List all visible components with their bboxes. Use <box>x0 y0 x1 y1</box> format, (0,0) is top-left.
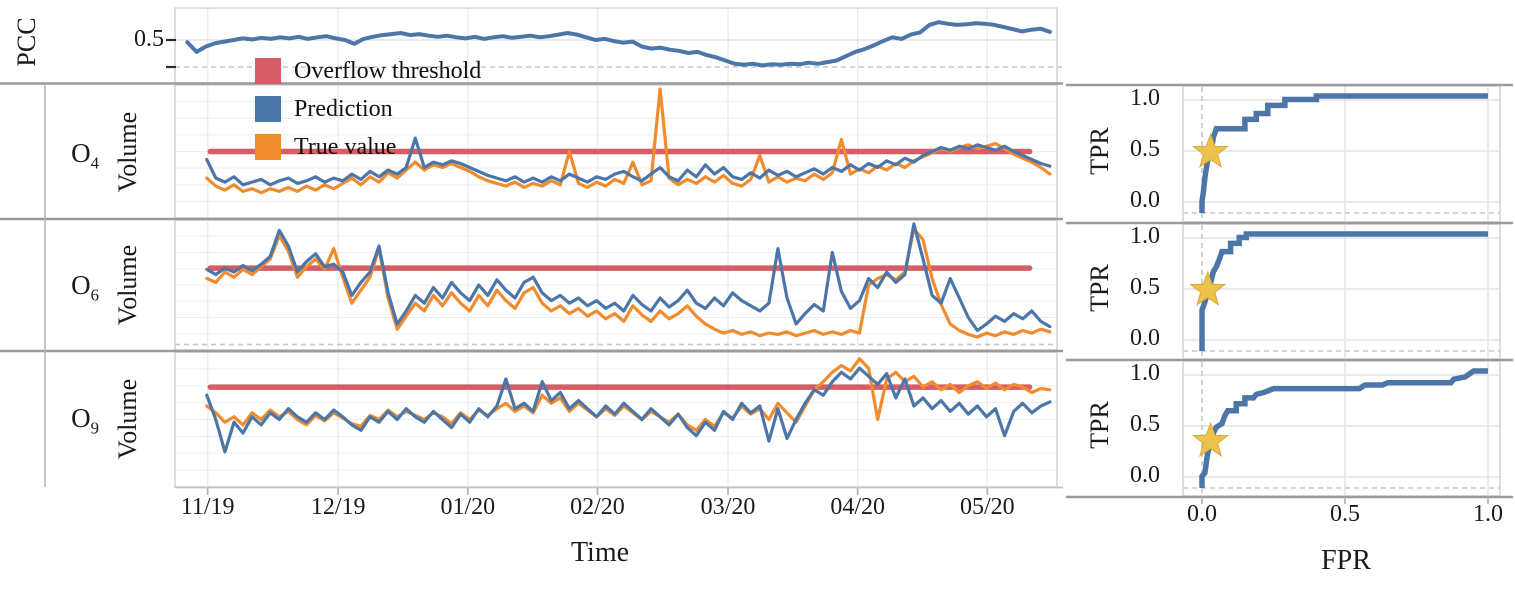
time-axis-title: Time <box>570 537 630 568</box>
pcc-tick-label-05: 0.5 <box>134 26 164 52</box>
site-label-o6: O6 <box>71 270 99 305</box>
time-tick-label-05-20: 05/20 <box>959 494 1015 520</box>
legend-item-true-value: True value <box>255 133 396 161</box>
time-tick-label-04-20: 04/20 <box>830 494 885 520</box>
prediction-swatch-icon <box>255 96 281 122</box>
fpr-tick-label-0.0: 0.0 <box>1187 501 1217 527</box>
legend-label: True value <box>294 133 397 160</box>
fpr-tick-label-1.0: 1.0 <box>1473 501 1503 527</box>
pcc-axis-label: PCC <box>12 17 41 67</box>
fpr-tick-label-0.5: 0.5 <box>1330 501 1360 527</box>
volume-axis-label-o4: Volume <box>113 111 142 193</box>
tpr-tick-label-roc3-0.0: 0.0 <box>1130 462 1160 488</box>
volume-axis-label-o6: Volume <box>113 244 142 326</box>
legend-item-overflow-threshold: Overflow threshold <box>255 57 481 85</box>
tpr-tick-label-roc3-1.0: 1.0 <box>1130 360 1160 386</box>
tpr-tick-label-roc1-0.5: 0.5 <box>1130 136 1160 162</box>
legend-label: Prediction <box>294 95 393 122</box>
tpr-tick-label-roc3-0.5: 0.5 <box>1130 411 1160 437</box>
volume-axis-label-o9: Volume <box>113 378 142 460</box>
tpr-tick-label-roc2-0.0: 0.0 <box>1130 325 1160 351</box>
site-label-o4: O4 <box>71 138 99 173</box>
time-tick-label-01-20: 01/20 <box>440 494 496 520</box>
time-tick-label-12-19: 12/19 <box>310 494 366 520</box>
legend-label: Overflow threshold <box>294 57 482 84</box>
legend-item-prediction: Prediction <box>255 95 393 123</box>
time-tick-label-02-20: 02/20 <box>570 494 625 520</box>
true-value-swatch-icon <box>255 134 281 160</box>
tpr-tick-label-roc2-0.5: 0.5 <box>1130 274 1160 300</box>
site-label-o9: O9 <box>71 403 99 438</box>
tpr-tick-label-roc1-1.0: 1.0 <box>1130 85 1160 111</box>
time-tick-label-11-19: 11/19 <box>180 494 235 520</box>
fpr-axis-title: FPR <box>1321 545 1371 576</box>
threshold-swatch-icon <box>255 58 281 84</box>
tpr-tick-label-roc1-0.0: 0.0 <box>1130 187 1160 213</box>
time-tick-label-03-20: 03/20 <box>700 494 756 520</box>
tpr-tick-label-roc2-1.0: 1.0 <box>1130 223 1160 249</box>
